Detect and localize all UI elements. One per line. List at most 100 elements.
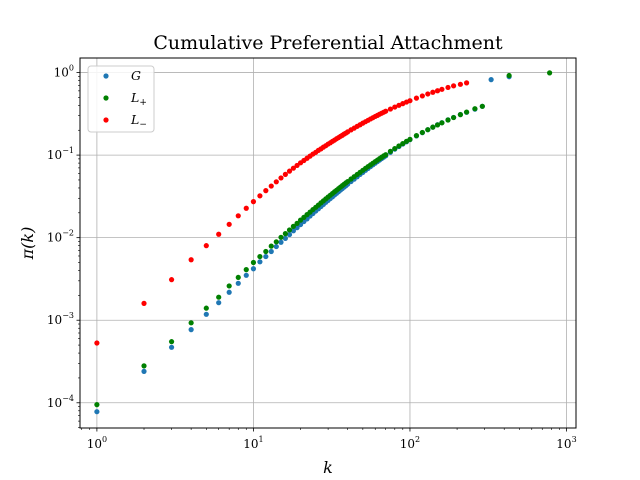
data-point <box>235 280 241 286</box>
data-point <box>94 340 100 346</box>
data-point <box>430 89 436 95</box>
data-point <box>263 248 269 255</box>
data-point <box>396 102 402 108</box>
data-point <box>392 145 398 152</box>
legend-label: G <box>131 68 141 83</box>
data-point <box>188 257 194 263</box>
data-point <box>226 221 232 227</box>
data-point <box>268 243 274 249</box>
data-point <box>457 112 463 118</box>
data-point <box>226 283 232 289</box>
legend-marker <box>103 95 109 101</box>
data-point <box>250 259 257 266</box>
data-point <box>203 243 209 249</box>
data-point <box>257 253 263 260</box>
data-point <box>383 152 389 158</box>
data-point <box>407 136 413 142</box>
data-point <box>479 103 485 109</box>
y-tick-label: 100 <box>54 64 74 80</box>
data-point <box>439 86 445 92</box>
data-point <box>273 243 279 250</box>
legend: G L+ L− <box>87 65 155 133</box>
legend-label: L− <box>130 112 147 130</box>
data-point <box>188 327 194 333</box>
data-point <box>419 129 425 136</box>
data-point <box>243 272 249 278</box>
data-point <box>457 81 463 87</box>
data-point <box>94 409 100 415</box>
data-point <box>250 266 257 272</box>
data-point <box>263 253 269 260</box>
data-point <box>392 104 398 110</box>
data-point <box>387 148 394 154</box>
data-point <box>286 227 293 233</box>
data-point <box>387 106 394 112</box>
data-point <box>413 133 420 139</box>
data-point <box>451 83 457 89</box>
series-1 <box>94 70 553 408</box>
data-point <box>434 122 441 128</box>
data-point <box>282 235 288 241</box>
data-point <box>451 114 457 121</box>
y-tick-label: 10−1 <box>47 146 74 162</box>
data-point <box>430 124 436 130</box>
data-point <box>383 108 389 114</box>
data-point <box>268 248 274 255</box>
data-point <box>216 294 222 300</box>
data-point <box>235 274 241 281</box>
data-point <box>396 143 402 149</box>
data-point <box>282 231 288 237</box>
data-point <box>168 277 175 283</box>
data-point <box>94 402 100 408</box>
legend-marker <box>103 73 109 79</box>
x-tick-label: 102 <box>400 435 420 451</box>
y-tick-label: 10−3 <box>47 311 74 327</box>
legend-box <box>87 65 155 133</box>
data-point <box>445 117 451 123</box>
x-tick-label: 100 <box>87 435 107 451</box>
data-point <box>188 320 194 326</box>
data-point <box>445 84 451 91</box>
legend-marker <box>103 117 109 123</box>
points-layer <box>94 70 553 415</box>
data-point <box>488 77 494 83</box>
data-point <box>290 228 296 234</box>
data-point <box>243 267 249 273</box>
grid-layer <box>80 58 576 428</box>
data-point <box>216 300 222 306</box>
data-point <box>434 88 441 94</box>
data-point <box>257 259 263 265</box>
x-axis-label: k <box>323 458 333 477</box>
data-point <box>506 72 512 79</box>
data-point <box>419 93 425 99</box>
data-point <box>235 213 241 219</box>
series-2 <box>94 80 470 346</box>
data-point <box>263 188 269 194</box>
data-point <box>268 183 274 189</box>
data-point <box>250 199 257 205</box>
data-point <box>294 220 300 226</box>
data-point <box>472 106 478 112</box>
data-point <box>141 368 147 374</box>
chart-title: Cumulative Preferential Attachment <box>153 32 503 54</box>
data-point <box>273 179 279 185</box>
legend-label: L+ <box>130 90 147 108</box>
data-point <box>290 165 296 171</box>
data-point <box>216 231 222 237</box>
data-point <box>278 239 284 245</box>
data-point <box>439 120 445 126</box>
data-point <box>278 175 284 181</box>
data-point <box>463 109 470 115</box>
data-point <box>282 171 288 177</box>
data-point <box>425 91 431 97</box>
data-point <box>290 223 296 229</box>
y-tick-label: 10−4 <box>47 394 74 410</box>
data-point <box>286 231 293 238</box>
data-point <box>463 80 470 86</box>
x-tick-label: 101 <box>243 435 263 451</box>
data-point <box>141 300 147 306</box>
data-point <box>407 98 413 104</box>
y-axis-label: π(k) <box>18 227 37 261</box>
data-point <box>243 205 249 211</box>
